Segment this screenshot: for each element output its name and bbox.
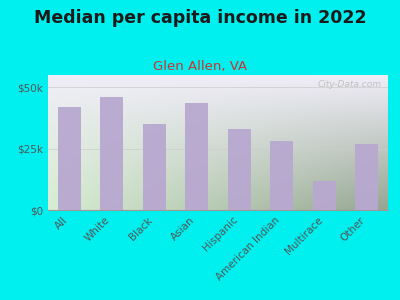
Text: Glen Allen, VA: Glen Allen, VA: [153, 60, 247, 73]
Bar: [312, 181, 336, 210]
Bar: [142, 124, 166, 210]
Bar: [100, 97, 124, 210]
Text: City-Data.com: City-Data.com: [317, 80, 381, 89]
Bar: [185, 103, 208, 210]
Bar: [270, 141, 294, 210]
Bar: [228, 129, 251, 210]
Bar: [58, 107, 81, 210]
Bar: [355, 144, 378, 210]
Text: Median per capita income in 2022: Median per capita income in 2022: [34, 9, 366, 27]
